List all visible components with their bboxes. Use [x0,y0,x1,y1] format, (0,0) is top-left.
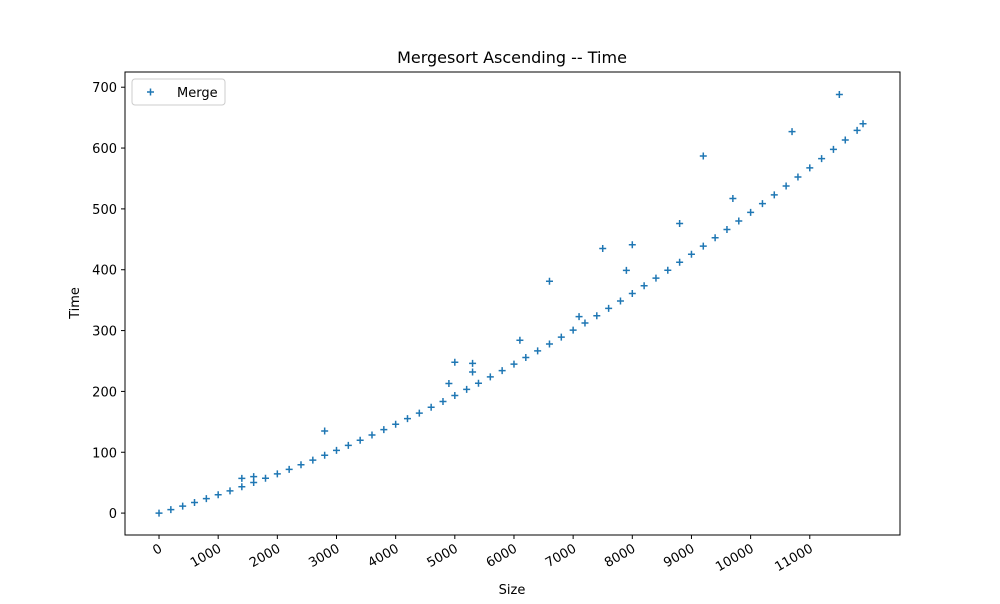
legend-box [131,78,226,106]
point [664,266,672,274]
point [569,326,577,334]
point [356,436,364,444]
point [155,509,163,517]
point [167,506,175,514]
point [285,465,293,473]
point [859,120,867,128]
point [238,483,246,491]
point [321,427,329,435]
point [368,431,376,439]
point [309,456,317,464]
point [439,397,447,405]
point [516,336,524,344]
point [841,136,849,144]
point [628,241,636,249]
x-axis-label: Size [499,583,526,598]
point [179,502,187,510]
point [451,391,459,399]
point [581,319,589,327]
point [451,358,459,366]
y-tick-label: 300 [92,325,117,340]
point [835,91,843,99]
point [575,313,583,321]
point [788,128,796,136]
point [676,258,684,266]
point [344,441,352,449]
point [699,242,707,250]
point [273,470,281,478]
point [250,473,258,481]
point [628,289,636,297]
plot-frame [124,71,901,536]
y-tick-label: 500 [92,203,117,218]
point [427,403,435,411]
point [622,266,630,274]
point [238,474,246,482]
point [593,312,601,320]
point [640,282,648,290]
point [723,225,731,233]
point [380,426,388,434]
y-tick-label: 400 [92,264,117,279]
y-tick-label: 600 [92,142,117,157]
point [392,420,400,428]
y-tick-label: 100 [92,446,117,461]
y-tick-label: 200 [92,385,117,400]
series [155,91,867,517]
legend-label: Merge [177,86,218,101]
point [616,297,624,305]
point [486,373,494,381]
point [699,152,707,160]
point [262,474,270,482]
point [250,479,258,487]
point [676,219,684,227]
point [202,495,210,503]
legend-marker [147,88,154,96]
point [652,274,660,282]
point [463,385,471,393]
point [226,487,234,495]
point [403,415,411,423]
point [557,333,565,341]
y-tick-label: 0 [109,507,117,522]
point [469,368,477,376]
point [729,195,737,203]
point [794,173,802,181]
point [214,491,222,499]
point [770,191,778,199]
point [415,409,423,417]
point [534,347,542,355]
point [498,367,506,375]
point [687,250,695,258]
point [829,145,837,153]
chart-title: Mergesort Ascending -- Time [397,48,627,67]
point [605,304,613,312]
point [545,277,553,285]
y-tick-label: 700 [92,81,117,96]
point [545,340,553,348]
y-axis-label: Time [68,287,83,320]
point [191,498,199,506]
point [806,164,814,172]
point [818,155,826,163]
point [474,379,482,387]
point [469,359,477,367]
point [522,354,530,362]
point [747,208,755,216]
point [735,217,743,225]
point [711,234,719,242]
point [297,461,305,469]
point [321,451,329,459]
point [853,126,861,134]
point [758,200,766,208]
point [332,446,340,454]
legend: Merge [131,78,226,106]
point [599,244,607,252]
point [445,380,453,388]
point [510,360,518,368]
point [782,182,790,190]
